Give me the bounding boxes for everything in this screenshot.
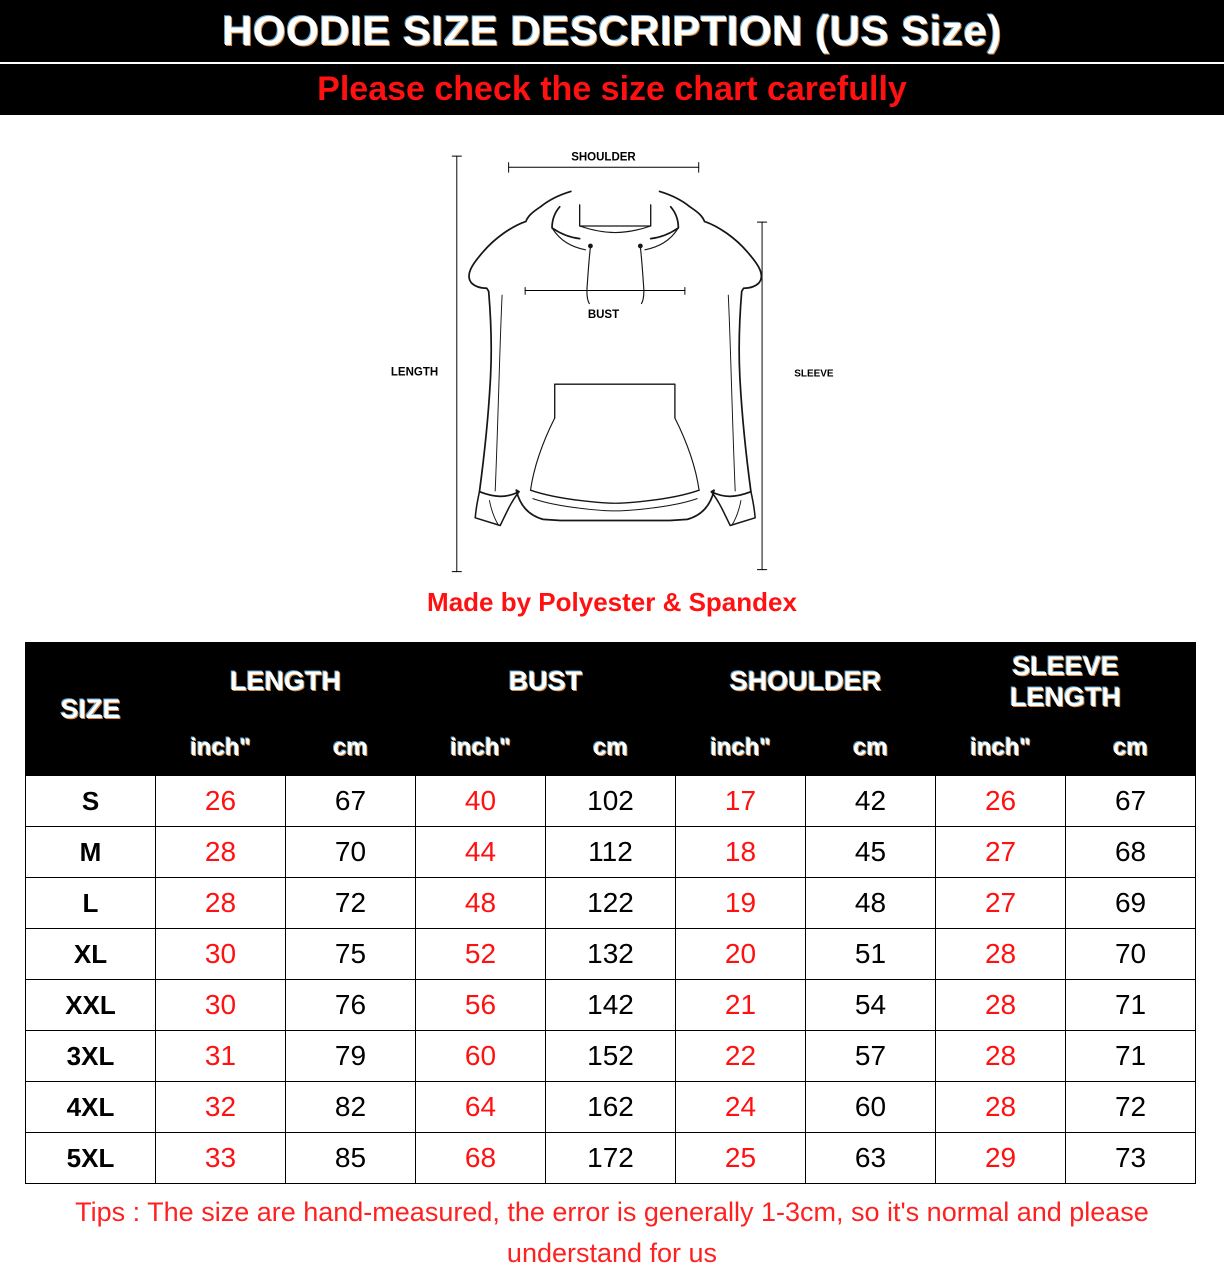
svg-text:LENGTH: LENGTH	[391, 366, 438, 378]
svg-text:SLEEVE: SLEEVE	[794, 369, 834, 380]
svg-text:BUST: BUST	[588, 309, 619, 321]
svg-text:SHOULDER: SHOULDER	[571, 152, 636, 164]
